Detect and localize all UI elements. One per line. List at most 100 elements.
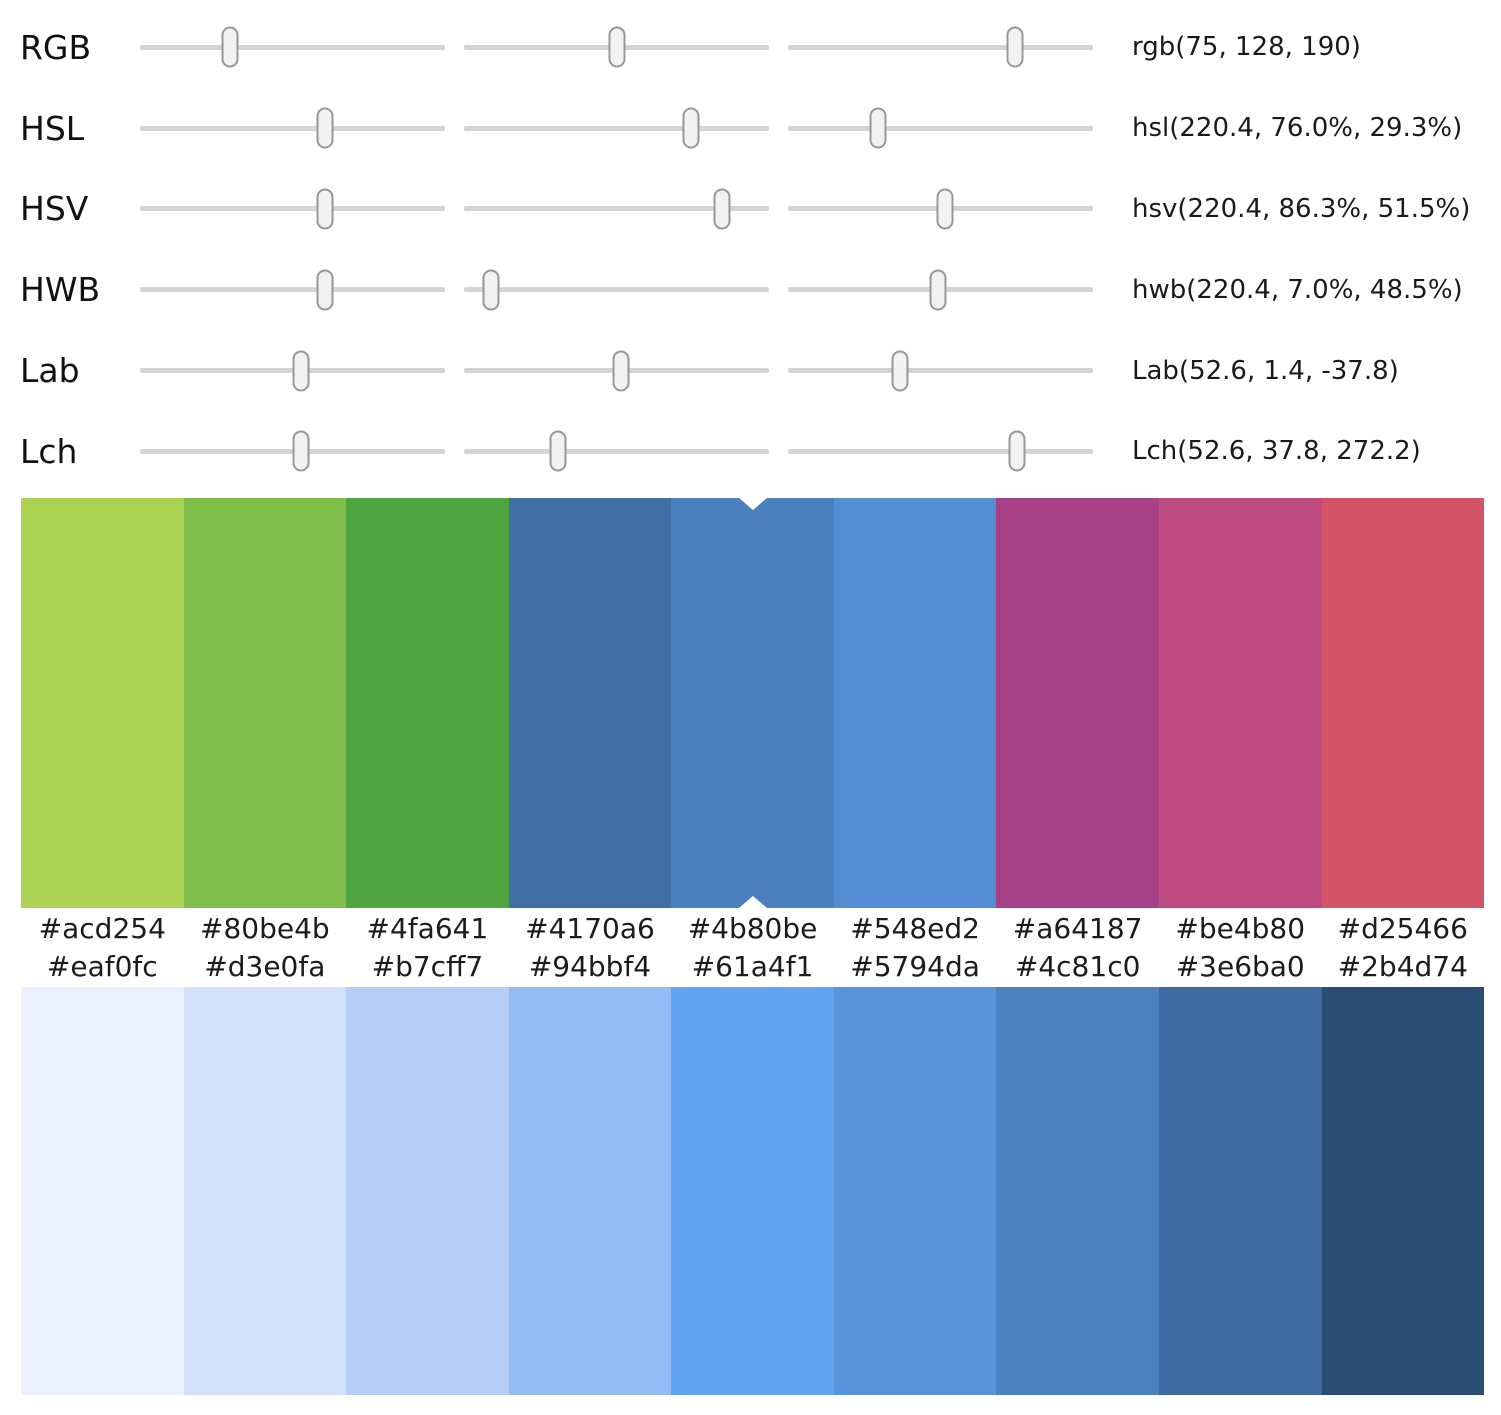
hsv-model-label: HSV [20, 189, 89, 229]
swatch-hex-label: #80be4b [200, 911, 330, 945]
slider-thumb[interactable] [713, 188, 731, 230]
lab-a-slider[interactable] [464, 330, 769, 411]
lch-h-slider[interactable] [788, 411, 1093, 492]
palette-swatch[interactable] [21, 497, 184, 908]
slider-thumb[interactable] [316, 107, 334, 149]
slider-thumb[interactable] [482, 269, 500, 311]
slider-thumb[interactable] [936, 188, 954, 230]
slider-track[interactable] [140, 368, 445, 374]
hsl-value-label: hsl(220.4, 76.0%, 29.3%) [1132, 113, 1463, 144]
palette-swatch[interactable] [671, 497, 834, 908]
palette-swatch[interactable] [508, 986, 672, 1395]
palette-swatch[interactable] [1321, 986, 1485, 1395]
swatch-hex-label: #4c81c0 [1014, 949, 1141, 983]
lab-b-slider[interactable] [788, 330, 1093, 411]
hsl-model-label: HSL [20, 108, 85, 148]
slider-track[interactable] [140, 125, 445, 131]
slider-track[interactable] [140, 206, 445, 212]
swatch-hex-label: #be4b80 [1175, 911, 1306, 945]
rgb-model-label: RGB [20, 27, 92, 67]
lch-c-slider[interactable] [464, 411, 769, 492]
palette-swatch[interactable] [996, 986, 1159, 1395]
swatch-hex-label: #2b4d74 [1337, 949, 1468, 983]
swatch-hex-label: #4fa641 [366, 911, 489, 945]
slider-track[interactable] [788, 448, 1093, 454]
swatch-hex-label: #4170a6 [525, 911, 655, 945]
slider-thumb[interactable] [1006, 26, 1024, 68]
palette-swatch[interactable] [671, 986, 834, 1395]
slider-thumb[interactable] [891, 350, 909, 392]
tint-palette-strip [21, 986, 1485, 1395]
swatch-hex-label: #d3e0fa [204, 949, 326, 983]
slider-thumb[interactable] [1008, 430, 1026, 472]
hsl-h-slider[interactable] [140, 88, 445, 169]
lab-model-label: Lab [20, 351, 80, 391]
hsv-v-slider[interactable] [788, 169, 1093, 250]
palette-swatch[interactable] [346, 497, 509, 908]
slider-thumb[interactable] [292, 350, 310, 392]
rgb-r-slider[interactable] [140, 7, 445, 88]
hwb-value-label: hwb(220.4, 7.0%, 48.5%) [1132, 274, 1463, 305]
lch-l-slider[interactable] [140, 411, 445, 492]
hue-palette-strip [21, 497, 1485, 908]
hue-palette-hex-labels: #acd254 #80be4b #4fa641 #4170a6 #4b80be … [21, 908, 1484, 947]
palette-swatch[interactable] [508, 497, 672, 908]
swatch-hex-label: #4b80be [687, 911, 818, 945]
slider-track[interactable] [140, 44, 445, 50]
slider-thumb[interactable] [316, 269, 334, 311]
slider-row-lch: Lch Lch(52.6, 37.8, 272.2) [20, 411, 1501, 492]
palette-swatch[interactable] [996, 497, 1159, 908]
slider-track[interactable] [464, 125, 769, 131]
rgb-b-slider[interactable] [788, 7, 1093, 88]
slider-thumb[interactable] [929, 269, 947, 311]
slider-thumb[interactable] [292, 430, 310, 472]
slider-thumb[interactable] [869, 107, 887, 149]
hsv-value-label: hsv(220.4, 86.3%, 51.5%) [1132, 193, 1471, 224]
slider-thumb[interactable] [612, 350, 630, 392]
hsl-s-slider[interactable] [464, 88, 769, 169]
palette-swatch[interactable] [183, 986, 347, 1395]
tint-palette-hex-labels: #eaf0fc #d3e0fa #b7cff7 #94bbf4 #61a4f1 … [21, 947, 1484, 987]
slider-track[interactable] [788, 368, 1093, 374]
slider-thumb[interactable] [608, 26, 626, 68]
slider-track[interactable] [788, 125, 1093, 131]
hwb-w-slider[interactable] [464, 249, 769, 330]
color-sliders-panel: RGB rgb(75, 128, 190) HSL hsl(220.4, [0, 0, 1501, 492]
slider-thumb[interactable] [316, 188, 334, 230]
slider-thumb[interactable] [221, 26, 239, 68]
hwb-model-label: HWB [20, 270, 101, 310]
slider-track[interactable] [464, 448, 769, 454]
palette-swatch[interactable] [833, 986, 997, 1395]
slider-track[interactable] [464, 206, 769, 212]
palette-swatch[interactable] [833, 497, 997, 908]
slider-thumb[interactable] [549, 430, 567, 472]
slider-track[interactable] [140, 287, 445, 293]
palette-swatch[interactable] [1158, 497, 1322, 908]
hsv-h-slider[interactable] [140, 169, 445, 250]
lch-value-label: Lch(52.6, 37.8, 272.2) [1132, 436, 1421, 467]
slider-track[interactable] [140, 448, 445, 454]
swatch-hex-label: #94bbf4 [528, 949, 652, 983]
hsv-s-slider[interactable] [464, 169, 769, 250]
palette-swatch[interactable] [1158, 986, 1322, 1395]
swatch-hex-label: #eaf0fc [46, 949, 158, 983]
swatch-hex-label: #3e6ba0 [1175, 949, 1305, 983]
palette-swatch[interactable] [21, 986, 184, 1395]
hwb-b-slider[interactable] [788, 249, 1093, 330]
palette-swatch[interactable] [183, 497, 347, 908]
hsl-l-slider[interactable] [788, 88, 1093, 169]
palette-swatch[interactable] [346, 986, 509, 1395]
rgb-g-slider[interactable] [464, 7, 769, 88]
swatch-hex-label: #548ed2 [850, 911, 980, 945]
slider-track[interactable] [788, 44, 1093, 50]
swatch-hex-label: #acd254 [38, 911, 166, 945]
slider-row-hsv: HSV hsv(220.4, 86.3%, 51.5%) [20, 169, 1501, 250]
slider-thumb[interactable] [682, 107, 700, 149]
rgb-value-label: rgb(75, 128, 190) [1132, 32, 1361, 63]
swatch-hex-label: #b7cff7 [371, 949, 484, 983]
hwb-h-slider[interactable] [140, 249, 445, 330]
swatch-hex-label: #61a4f1 [691, 949, 814, 983]
slider-track[interactable] [464, 287, 769, 293]
lab-l-slider[interactable] [140, 330, 445, 411]
palette-swatch[interactable] [1321, 497, 1485, 908]
